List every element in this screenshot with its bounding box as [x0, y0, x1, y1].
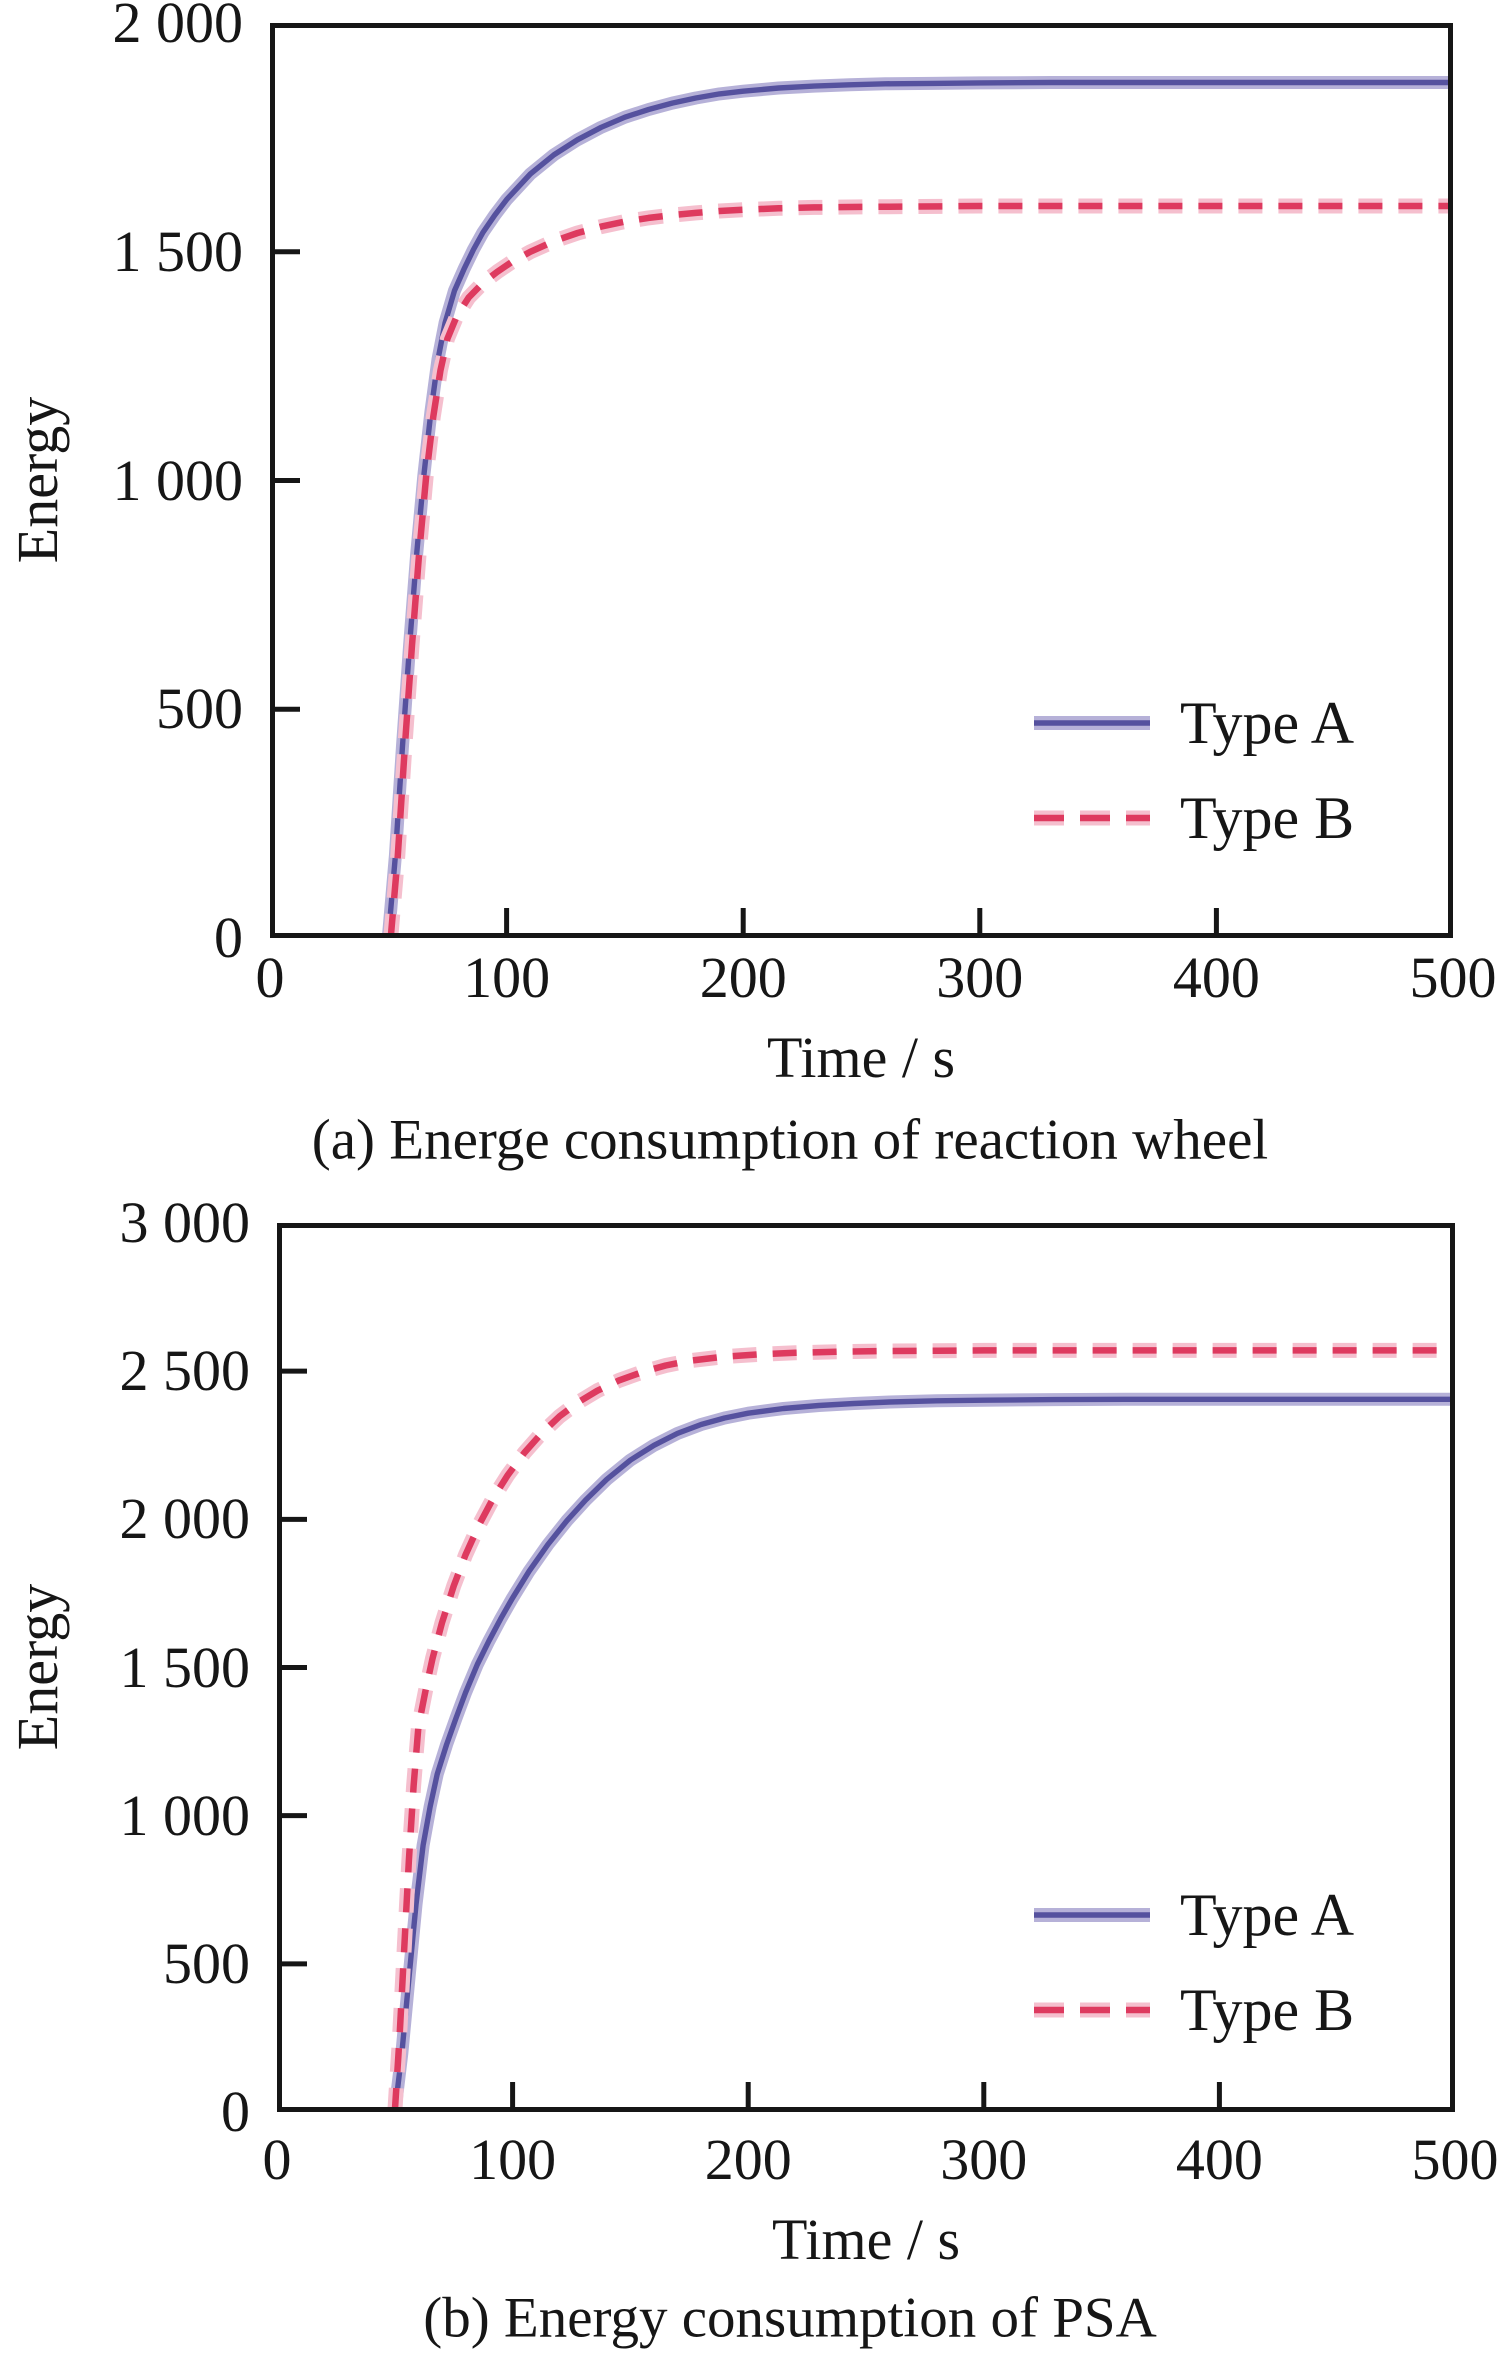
series-line-type-a	[386, 79, 1448, 933]
x-tick-label: 500	[1409, 945, 1497, 1010]
y-tick-label: 0	[221, 2079, 250, 2144]
legend-label: Type B	[1180, 785, 1355, 851]
legend-item-type-a-chart-a: Type A	[1032, 687, 1354, 759]
legend-line-solid-icon	[1034, 716, 1150, 730]
x-tick-label: 0	[262, 2127, 292, 2192]
x-tick-label: 200	[704, 2127, 792, 2192]
x-tick-label: 100	[463, 945, 551, 1010]
legend-label: Type A	[1180, 1882, 1355, 1948]
caption-b: (b) Energy consumption of PSA	[423, 2286, 1157, 2350]
y-tick-label: 0	[214, 905, 243, 970]
y-tick-label: 2 000	[119, 1486, 251, 1552]
legend-label: Type A	[1180, 690, 1355, 756]
x-axis-label-a: Time / s	[766, 1025, 956, 1090]
y-tick-label: 500	[163, 1930, 250, 1996]
y-axis-label-b: Energy	[5, 1583, 70, 1751]
y-axis-label-a: Energy	[5, 396, 70, 564]
legend-item-type-a-chart-b: Type A	[1032, 1879, 1354, 1951]
y-tick-label: 1 500	[119, 1634, 251, 1700]
y-tick-label: 2 500	[119, 1338, 251, 1404]
x-tick-label: 400	[1175, 2127, 1263, 2192]
x-tick-label: 500	[1411, 2127, 1499, 2192]
legend-line-dashed-icon	[1034, 810, 1150, 826]
series-line-type-b	[387, 202, 1448, 933]
legend-line-solid-icon	[1034, 1908, 1150, 1922]
x-tick-label: 0	[255, 945, 285, 1010]
x-tick-label: 300	[936, 945, 1024, 1010]
series-line-type-b	[391, 1347, 1450, 2107]
y-tick-label: 500	[156, 676, 243, 742]
legend-label: Type B	[1180, 1977, 1355, 2043]
x-tick-label: 100	[469, 2127, 557, 2192]
legend-line-dashed-icon	[1034, 2002, 1150, 2018]
series-line-type-a	[392, 1396, 1450, 2107]
plot-area-a	[270, 23, 1453, 938]
plot-area-b	[277, 1223, 1455, 2112]
x-axis-label-b: Time / s	[771, 2207, 961, 2272]
legend-item-type-b-chart-a: Type B	[1032, 782, 1354, 854]
caption-a: (a) Energe consumption of reaction wheel	[311, 1108, 1269, 1172]
x-tick-label: 400	[1172, 945, 1260, 1010]
y-tick-label: 1 000	[119, 1782, 251, 1848]
y-tick-label: 3 000	[119, 1190, 251, 1255]
y-tick-label: 1 500	[112, 218, 244, 284]
x-tick-label: 300	[940, 2127, 1028, 2192]
y-tick-label: 1 000	[112, 447, 244, 513]
y-tick-label: 2 000	[112, 0, 244, 55]
legend-item-type-b-chart-b: Type B	[1032, 1974, 1354, 2046]
x-tick-label: 200	[699, 945, 787, 1010]
